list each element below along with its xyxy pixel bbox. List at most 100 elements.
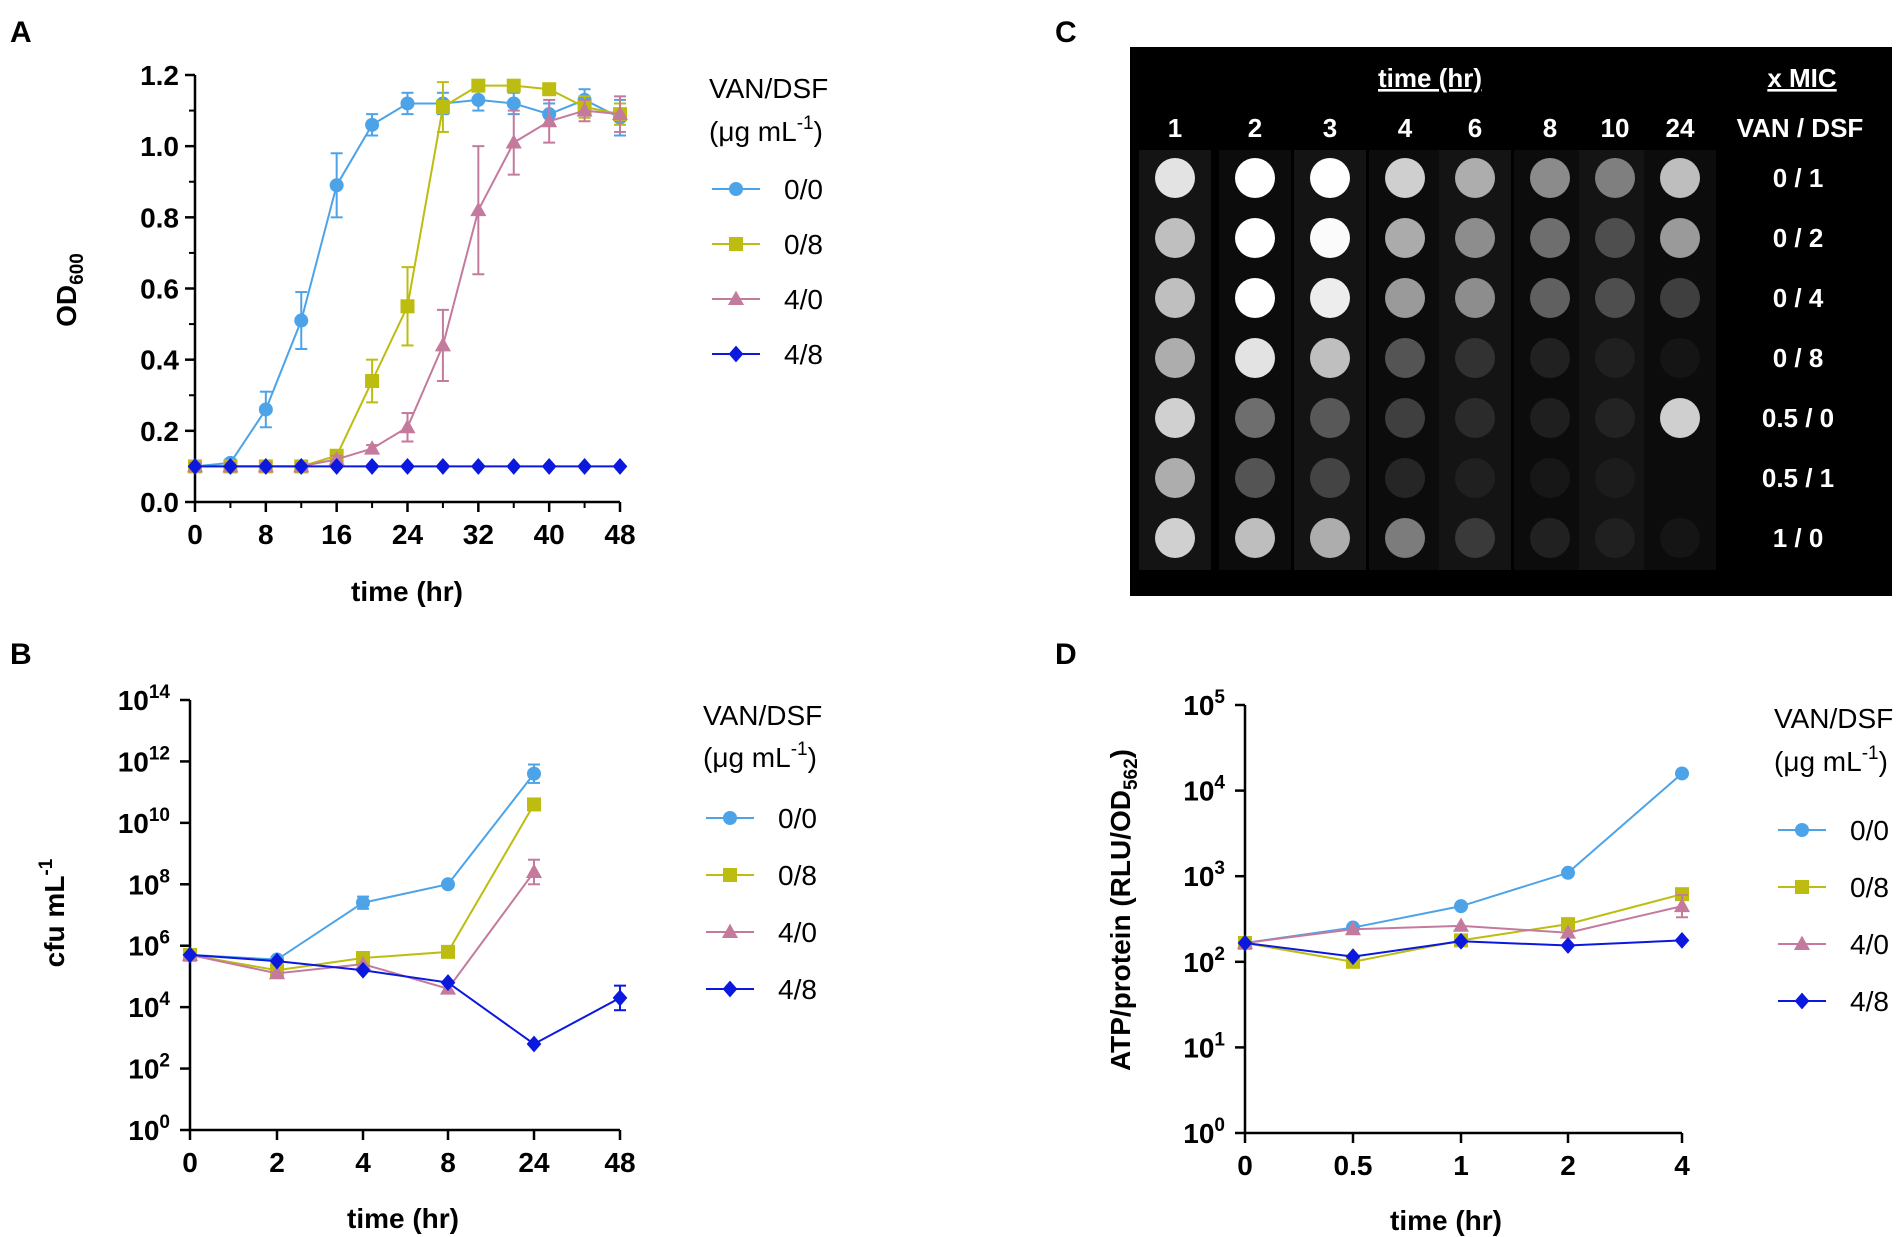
panel-d-point-0-0	[1675, 766, 1689, 781]
panel-a-ytick-label: 0.4	[140, 345, 179, 376]
panel-d-axes	[1235, 703, 1684, 1143]
panel-d-xtick-label: 0	[1237, 1150, 1253, 1181]
panel-d-point-4-8	[1674, 932, 1690, 949]
panel-a-series-4-8	[187, 458, 628, 475]
spot	[1455, 158, 1495, 198]
spot-row: 0 / 2	[1155, 218, 1823, 258]
panel-d-xtick-label: 0.5	[1334, 1150, 1373, 1181]
spot-row: 1 / 0	[1155, 518, 1823, 558]
panel-b-legend-unit: (μg mL-1)	[703, 739, 817, 773]
panel-a-legend-item-4-0: 4/0	[712, 284, 823, 315]
panel-a-legend-label: 4/8	[784, 339, 823, 370]
panel-b-ytick-base: 10	[128, 992, 159, 1023]
panel-b-legend-title: VAN/DSF	[703, 700, 822, 731]
panel-b-ytick-base: 10	[128, 869, 159, 900]
panel-a-point-4-0	[505, 134, 522, 149]
panel-b-ytick-exp: 10	[149, 805, 170, 826]
panel-b-ytick-exp: 4	[159, 989, 170, 1010]
panel-a-ytick-label: 1.2	[140, 60, 179, 91]
spot-row: 0 / 4	[1155, 278, 1824, 318]
panel-d-ytick-label: 101	[1183, 1029, 1225, 1063]
spot	[1660, 218, 1700, 258]
panel-b-point-4-8	[182, 946, 198, 964]
panel-b-ytick-label: 104	[128, 989, 170, 1023]
panel-b-point-4-8	[440, 974, 456, 991]
panel-d-ytick-base: 10	[1183, 947, 1214, 978]
panel-b-ytick-label: 100	[128, 1112, 170, 1146]
panel-b-legend-marker	[721, 923, 739, 938]
panel-b-point-0-0	[356, 895, 370, 910]
panel-b-ytick-base: 10	[118, 746, 149, 777]
panel-a-ytick-label: 0.6	[140, 274, 179, 305]
panel-b-ytick-base: 10	[118, 808, 149, 839]
panel-b-ytick-base: 10	[128, 1054, 159, 1085]
panel-d-legend-label: 0/0	[1850, 815, 1889, 846]
panel-d-point-4-8	[1560, 937, 1576, 954]
legend-unit-suffix: )	[808, 742, 817, 773]
panel-a-point-0-8	[471, 78, 486, 93]
panel-d-ytick-label: 102	[1183, 944, 1225, 978]
spot-time-label: 3	[1323, 113, 1337, 143]
panel-a-legend-unit: (μg mL-1)	[709, 113, 823, 147]
spot	[1385, 218, 1425, 258]
spot-row-label: 0 / 4	[1773, 283, 1824, 313]
panel-b-ytick-base: 10	[128, 931, 159, 962]
panel-a-axes	[185, 73, 622, 512]
spot	[1235, 278, 1275, 318]
panel-c-mic-header: x MIC	[1767, 63, 1837, 93]
panel-b-ytick-base: 10	[128, 1115, 159, 1146]
panel-b-xlabel: time (hr)	[347, 1203, 459, 1234]
panel-a-ylabel-sub: 600	[67, 253, 88, 285]
panel-b-xtick-label: 2	[269, 1147, 285, 1178]
spot	[1660, 158, 1700, 198]
panel-a-ytick-label: 1.0	[140, 131, 179, 162]
panel-d-ylabel: ATP/protein (RLU/OD562)	[1105, 749, 1142, 1071]
spot-time-label: 24	[1666, 113, 1695, 143]
panel-d-legend-label: 4/8	[1850, 986, 1889, 1017]
spot-row-label: 0.5 / 0	[1762, 403, 1834, 433]
panel-b-ylabel-sup: -1	[36, 858, 57, 875]
panel-d-ytick-exp: 1	[1214, 1029, 1225, 1050]
panel-d-legend-marker	[1795, 880, 1809, 894]
legend-unit-exp: -1	[1862, 743, 1879, 764]
panel-a-point-0-8	[435, 100, 450, 115]
panel-a-point-4-0	[364, 440, 381, 455]
panel-d-xtick-label: 1	[1453, 1150, 1469, 1181]
panel-a-point-0-0	[365, 117, 380, 132]
panel-b-ytick-exp: 2	[159, 1051, 170, 1072]
spot	[1385, 458, 1425, 498]
panel-b-legend-label: 0/8	[778, 860, 817, 891]
panel-d-ytick-base: 10	[1183, 1032, 1214, 1063]
panel-d-ytick-label: 105	[1183, 687, 1225, 721]
panel-a-xtick-label: 32	[463, 519, 494, 550]
spot-time-label: 6	[1468, 113, 1482, 143]
panel-d-ytick-exp: 2	[1214, 944, 1225, 965]
spot-time-label: 2	[1248, 113, 1262, 143]
panel-b-point-4-8	[612, 989, 628, 1007]
panel-b-ylabel: cfu mL-1	[36, 858, 70, 967]
spot	[1455, 518, 1495, 558]
panel-a-legend-label: 0/0	[784, 174, 823, 205]
legend-unit-suffix: )	[814, 116, 823, 147]
panel-d-ylabel-end: )	[1105, 749, 1136, 758]
panel-b-point-0-0	[527, 766, 541, 781]
spot-row: 0.5 / 1	[1155, 458, 1834, 498]
panel-d-ytick-exp: 3	[1214, 858, 1225, 879]
panel-b-line-0-0	[189, 773, 535, 961]
panel-a-point-4-0	[470, 201, 487, 217]
spot-row: 0 / 1	[1155, 158, 1823, 198]
panel-b-legend: VAN/DSF (μg mL-1) 0/0 0/8 4/0 4/8	[703, 700, 822, 1005]
panel-d-point-4-8	[1345, 948, 1361, 966]
panel-d-ytick-exp: 0	[1214, 1115, 1225, 1136]
panel-b-legend-label: 4/0	[778, 917, 817, 948]
panel-d-point-4-0	[1559, 924, 1577, 939]
panel-b-legend-item-4-8: 4/8	[706, 974, 817, 1005]
panel-b-point-4-0	[268, 964, 286, 980]
panel-b-ytick-label: 1012	[118, 743, 170, 777]
spot	[1235, 518, 1275, 558]
spot	[1660, 278, 1700, 318]
panel-a-point-4-8	[258, 458, 274, 475]
panel-b-line-0-8	[189, 803, 535, 972]
